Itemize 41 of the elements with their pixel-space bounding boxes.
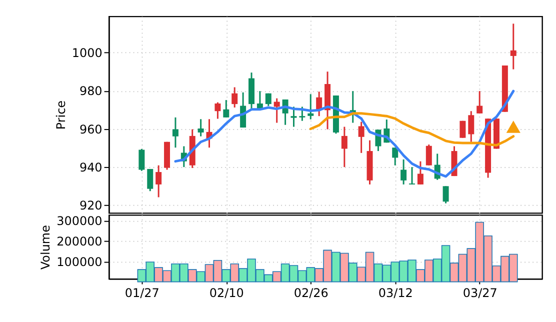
candlestick [214, 102, 221, 120]
y-tick-label: 200000 [56, 234, 102, 248]
candlestick [223, 99, 230, 118]
x-tick-label: 02/26 [294, 286, 328, 300]
candlestick [468, 110, 474, 143]
x-tick-label: 01/27 [124, 286, 160, 300]
candlestick [392, 146, 398, 166]
candlestick [198, 118, 204, 138]
candlestick [290, 106, 297, 128]
candlestick [417, 160, 424, 186]
line-series [174, 90, 515, 178]
candlestick [232, 86, 238, 108]
candlestick [299, 106, 306, 122]
candlestick [476, 90, 483, 114]
candlestick [442, 185, 449, 204]
y-tick-label: 980 [79, 84, 102, 98]
candlestick [265, 92, 272, 107]
y-tick-label: 920 [79, 198, 102, 213]
y-tick-label: 100000 [56, 254, 102, 269]
y-tick-label: 1000 [72, 46, 102, 60]
y-axis-title: Price [54, 100, 68, 130]
candlestick [138, 148, 145, 172]
candlestick [172, 116, 178, 148]
x-tick-label: 02/10 [209, 286, 244, 300]
x-tick-label: 03/27 [462, 286, 498, 300]
candlestick [510, 22, 516, 70]
y-tick-label: 960 [79, 122, 102, 136]
candlestick [274, 98, 280, 124]
candlestick [156, 164, 162, 198]
candlestick [358, 121, 364, 154]
candlestick [147, 168, 154, 192]
y-tick-label: 300000 [56, 214, 102, 228]
candlestick [409, 166, 415, 186]
candlestick [400, 158, 407, 186]
candlestick [308, 93, 314, 120]
y-tick-label: 940 [79, 160, 102, 175]
y-axis-title: Volume [38, 225, 53, 270]
x-tick-label: 03/12 [378, 286, 413, 300]
candlestick [341, 126, 348, 168]
candlestick [426, 144, 432, 166]
candlestick [460, 120, 466, 139]
